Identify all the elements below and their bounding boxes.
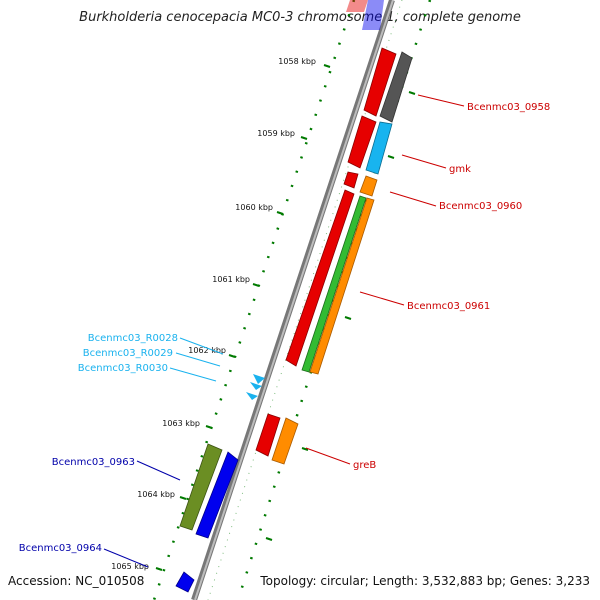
gene-labels: Bcenmc03_0958 gmk Bcenmc03_0960 Bcenmc03…	[19, 102, 551, 554]
tick-label: 1062 kbp	[188, 346, 226, 355]
strand-ticks	[265, 91, 416, 541]
map-title: Burkholderia cenocepacia MC0-3 chromosom…	[79, 10, 521, 25]
tick-mark	[228, 354, 236, 358]
tick-label: 1061 kbp	[212, 275, 250, 284]
gene-red-0958	[363, 47, 397, 117]
gene-label-bcenmc03-r0029: Bcenmc03_R0029	[83, 348, 173, 359]
backbone	[191, 0, 395, 600]
rna-gene-r0029	[250, 382, 262, 390]
tick-mark	[252, 283, 260, 287]
tick-label: 1059 kbp	[257, 129, 295, 138]
faded-blue-gene	[362, 0, 384, 30]
gene-cyan-gmk	[365, 121, 393, 175]
gene-label-bcenmc03-0960: Bcenmc03_0960	[439, 201, 522, 212]
tick-label: 1065 kbp	[111, 562, 149, 571]
accession-label: Accession: NC_010508	[8, 574, 145, 588]
gene-label-bcenmc03-r0028: Bcenmc03_R0028	[88, 333, 178, 344]
tick-mark	[276, 211, 284, 215]
tick-label: 1060 kbp	[235, 203, 273, 212]
tick-mark	[179, 496, 187, 500]
leader-lines	[103, 94, 465, 568]
track-outer-1	[152, 0, 356, 600]
gene-label-bcenmc03-0961: Bcenmc03_0961	[407, 301, 490, 312]
tick-mark	[300, 136, 308, 140]
gene-orange-greB	[271, 417, 299, 465]
gene-orange-0961	[309, 197, 375, 375]
topology-label: Topology: circular; Length: 3,532,883 bp…	[260, 574, 590, 588]
gene-label-gmk: gmk	[449, 164, 471, 175]
tick-label: 1064 kbp	[137, 490, 175, 499]
gene-olive-0963	[179, 443, 223, 531]
genes	[175, 47, 413, 593]
gene-gray-0958	[379, 51, 413, 123]
gene-green-0961	[301, 195, 367, 373]
gene-label-bcenmc03-0963: Bcenmc03_0963	[52, 457, 135, 468]
rna-gene-r0030	[246, 392, 258, 400]
gene-orange-0960	[359, 175, 378, 197]
gene-blue-0963	[195, 451, 239, 539]
tick-mark	[323, 64, 331, 68]
gene-red-greB	[255, 413, 281, 457]
kbp-ticks: 1058 kbp 1059 kbp 1060 kbp 1061 kbp 1062…	[111, 57, 331, 571]
gene-red-0961	[285, 189, 355, 367]
gene-red-0960	[343, 171, 359, 189]
tick-label: 1058 kbp	[278, 57, 316, 66]
tick-label: 1063 kbp	[162, 419, 200, 428]
tick-mark	[155, 567, 163, 571]
top-faded-genes	[346, 0, 384, 30]
gene-label-greb: greB	[353, 460, 376, 471]
gene-red-gmk	[347, 115, 377, 169]
tick-mark	[205, 425, 213, 429]
gene-label-bcenmc03-0958: Bcenmc03_0958	[467, 102, 550, 113]
faded-red-gene	[346, 0, 368, 12]
rna-gene-r0028	[253, 374, 265, 384]
gene-label-bcenmc03-0964: Bcenmc03_0964	[19, 543, 102, 554]
gene-blue-0964	[175, 571, 195, 593]
gene-label-bcenmc03-r0030: Bcenmc03_R0030	[78, 363, 168, 374]
